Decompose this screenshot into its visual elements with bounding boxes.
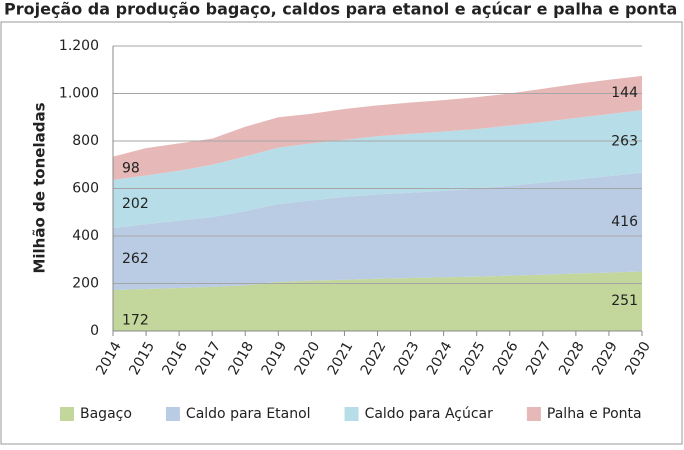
- area: [113, 110, 642, 228]
- x-tick-label: 2017: [192, 339, 224, 378]
- x-tick-label: 2024: [424, 339, 456, 378]
- data-label: 202: [122, 196, 149, 212]
- y-tick-label: 800: [72, 133, 99, 149]
- area: [113, 75, 642, 180]
- legend-label: Bagaço: [80, 406, 132, 422]
- legend-swatch: [60, 407, 74, 421]
- y-tick-label: 1.000: [59, 86, 99, 102]
- data-label: 144: [611, 85, 638, 101]
- grid: [113, 45, 642, 332]
- y-tick-label: 600: [72, 181, 99, 197]
- legend-label: Palha e Ponta: [547, 406, 642, 422]
- x-tick-label: 2029: [589, 339, 621, 378]
- x-tick-label: 2028: [556, 339, 588, 378]
- legend-label: Caldo para Etanol: [186, 406, 311, 422]
- y-tick-label: 400: [72, 228, 99, 244]
- x-tick-label: 2018: [226, 339, 258, 378]
- legend-swatch: [344, 407, 359, 421]
- data-label: 172: [122, 313, 149, 329]
- x-tick-label: 2014: [93, 339, 125, 378]
- data-label: 262: [122, 251, 149, 267]
- chart-title: Projeção da produção bagaço, caldos para…: [4, 0, 677, 19]
- data-label: 416: [611, 214, 638, 230]
- x-tick-label: 2026: [490, 339, 522, 378]
- x-tick-label: 2030: [622, 339, 654, 378]
- area: [113, 172, 642, 291]
- x-tick-label: 2015: [126, 339, 158, 378]
- x-tick-label: 2023: [391, 339, 423, 378]
- data-label: 263: [611, 133, 638, 149]
- legend-swatch: [165, 407, 180, 421]
- x-tick-label: 2025: [457, 339, 489, 378]
- y-tick-label: 0: [90, 323, 99, 339]
- data-label: 251: [611, 293, 638, 309]
- x-tick-label: 2021: [325, 339, 357, 378]
- legend-swatch: [526, 407, 541, 421]
- y-tick-label: 200: [72, 276, 99, 292]
- x-tick-label: 2022: [358, 339, 390, 378]
- area: [113, 271, 642, 331]
- x-tick-label: 2020: [292, 339, 324, 378]
- chart-frame: [0, 21, 683, 445]
- y-axis-label: Milhão de toneladas: [31, 102, 49, 273]
- data-label: 98: [122, 160, 140, 176]
- y-tick-label: 1.200: [59, 38, 99, 54]
- x-tick-label: 2027: [523, 339, 555, 378]
- x-tick-label: 2019: [259, 339, 291, 378]
- legend-label: Caldo para Açúcar: [365, 406, 494, 422]
- x-tick-label: 2016: [159, 339, 191, 378]
